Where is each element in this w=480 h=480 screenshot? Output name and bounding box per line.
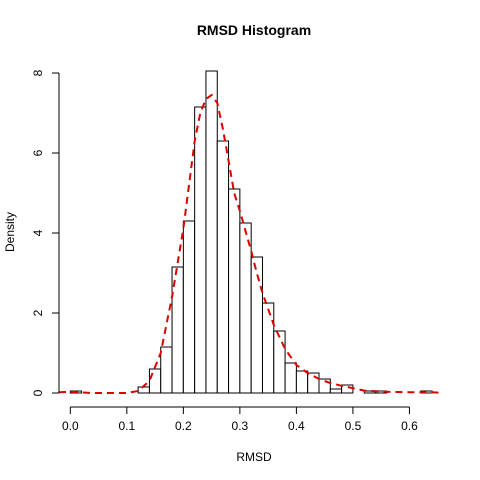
x-tick-label: 0.4 xyxy=(288,419,305,433)
y-axis-label: Density xyxy=(3,212,17,252)
chart-title: RMSD Histogram xyxy=(197,22,311,38)
x-axis: 0.0 0.1 0.2 0.3 0.4 0.5 0.6 xyxy=(62,406,418,433)
y-tick-label: 8 xyxy=(31,69,45,76)
y-tick-label: 4 xyxy=(31,229,45,236)
x-tick-label: 0.2 xyxy=(175,419,192,433)
histogram-bar xyxy=(239,222,252,394)
histogram-bar xyxy=(228,188,241,394)
histogram-bar xyxy=(284,362,297,394)
y-tick-label: 2 xyxy=(31,309,45,316)
histogram-bar xyxy=(261,302,275,394)
histogram-bar xyxy=(148,368,162,394)
histogram-bar xyxy=(182,220,196,394)
x-tick-label: 0.0 xyxy=(62,419,79,433)
histogram-bar xyxy=(307,372,320,394)
histogram-bar xyxy=(205,70,218,394)
x-tick-label: 0.6 xyxy=(401,419,418,433)
y-tick-label: 0 xyxy=(31,389,45,396)
histogram-bar xyxy=(341,384,354,394)
x-tick-label: 0.5 xyxy=(345,419,362,433)
histogram-bar xyxy=(216,140,230,394)
density-curve xyxy=(58,93,444,394)
histogram-bar xyxy=(273,330,286,394)
histogram-bar xyxy=(194,106,207,394)
histogram-bars xyxy=(69,70,433,394)
histogram-bar xyxy=(295,370,309,394)
y-tick-label: 6 xyxy=(31,149,45,156)
histogram-bar xyxy=(329,388,343,394)
histogram-bar xyxy=(318,378,331,394)
x-axis-label: RMSD xyxy=(236,450,272,464)
histogram-bar xyxy=(137,386,150,394)
histogram-bar xyxy=(250,256,263,394)
x-tick-label: 0.3 xyxy=(232,419,249,433)
x-tick-label: 0.1 xyxy=(118,419,135,433)
y-axis: 0 2 4 6 8 xyxy=(31,69,60,396)
histogram-bar xyxy=(160,346,173,394)
